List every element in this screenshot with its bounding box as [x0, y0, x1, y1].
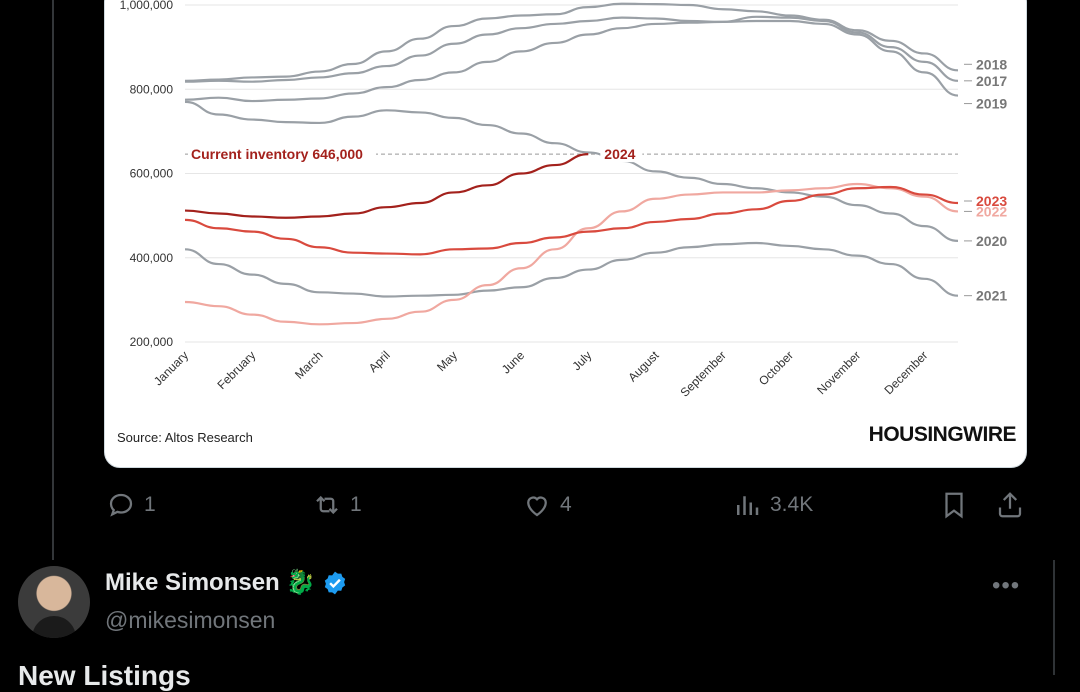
chart-image-card[interactable]: 1,000,000 800,000 600,000 400,000 200,000 Jan… — [104, 0, 1027, 468]
x-tick-label: September — [677, 348, 728, 399]
post-text: New Listings — [18, 660, 191, 691]
y-tick-label: 600,000 — [130, 167, 174, 181]
user-handle[interactable]: @mikesimonsen — [105, 607, 276, 633]
x-tick-label: February — [214, 348, 258, 392]
line-chart: 1,000,000 800,000 600,000 400,000 200,000Jan… — [120, 0, 1008, 400]
reference-line-label: Current inventory 646,000 — [191, 146, 363, 162]
bookmark-button[interactable] — [939, 490, 969, 520]
series-label-2019: 2019 — [976, 96, 1007, 112]
y-tick-label: 1,000,000 — [120, 0, 174, 12]
y-tick-label: 800,000 — [130, 82, 174, 96]
reply-button[interactable]: 1 — [106, 490, 156, 520]
repost-button[interactable]: 1 — [312, 490, 362, 520]
reply-author-row: Mike Simonsen 🐉 @mikesimonsen ••• — [18, 566, 1058, 646]
reference-label-bg — [188, 144, 376, 163]
more-options-icon[interactable]: ••• — [992, 572, 1021, 599]
series-label-2018: 2018 — [976, 56, 1007, 72]
x-tick-label: April — [366, 348, 393, 375]
housingwire-logo: HOUSINGWIRE — [868, 423, 1017, 446]
x-tick-label: October — [756, 348, 796, 388]
views-count: 3.4K — [770, 493, 814, 516]
column-border — [1053, 560, 1055, 675]
repost-count: 1 — [350, 493, 362, 516]
reply-count: 1 — [144, 493, 156, 516]
bookmark-icon — [945, 492, 963, 519]
series-line-2021 — [184, 241, 959, 298]
views-button[interactable]: 3.4K — [732, 490, 813, 520]
series-label-2022: 2022 — [976, 203, 1007, 219]
like-button[interactable]: 4 — [522, 490, 572, 520]
dragon-emoji: 🐉 — [285, 569, 316, 596]
x-tick-label: March — [292, 348, 325, 381]
series-label-2023: 2023 — [976, 193, 1007, 209]
x-tick-label: August — [625, 348, 662, 385]
x-tick-label: June — [499, 348, 528, 377]
series-line-2023 — [184, 185, 959, 256]
y-tick-label: 400,000 — [130, 251, 174, 265]
repost-icon — [316, 495, 338, 515]
series-label-bg — [600, 144, 643, 163]
x-tick-label: December — [881, 348, 930, 397]
user-display-name-row[interactable]: Mike Simonsen 🐉 — [105, 568, 348, 597]
series-label-2017: 2017 — [976, 73, 1007, 89]
series-line-2018 — [184, 2, 959, 82]
series-line-2017 — [184, 15, 959, 83]
x-tick-label: January — [151, 348, 191, 388]
share-icon — [998, 492, 1022, 518]
series-line-2020 — [184, 100, 959, 242]
series-line-2019 — [184, 19, 959, 103]
x-tick-label: July — [569, 348, 594, 373]
user-display-name: Mike Simonsen — [105, 568, 280, 596]
series-label-2020: 2020 — [976, 233, 1007, 249]
post-action-bar: 1 1 4 3.4K — [0, 490, 1080, 526]
like-count: 4 — [560, 493, 572, 516]
reply-icon — [109, 493, 133, 517]
thread-connector-line — [52, 0, 54, 560]
share-button[interactable] — [995, 490, 1025, 520]
heart-icon — [527, 496, 547, 517]
series-line-2024 — [184, 153, 589, 219]
views-icon — [737, 496, 759, 515]
series-line-2022 — [184, 182, 959, 326]
chart-source-label: Source: Altos Research — [117, 430, 253, 445]
series-label-2021: 2021 — [976, 288, 1007, 304]
verified-badge-icon — [324, 571, 345, 594]
x-tick-label: May — [434, 348, 460, 374]
y-tick-label: 200,000 — [130, 335, 174, 349]
series-label-2024: 2024 — [604, 146, 635, 162]
avatar[interactable] — [18, 566, 90, 638]
x-tick-label: November — [814, 348, 863, 397]
